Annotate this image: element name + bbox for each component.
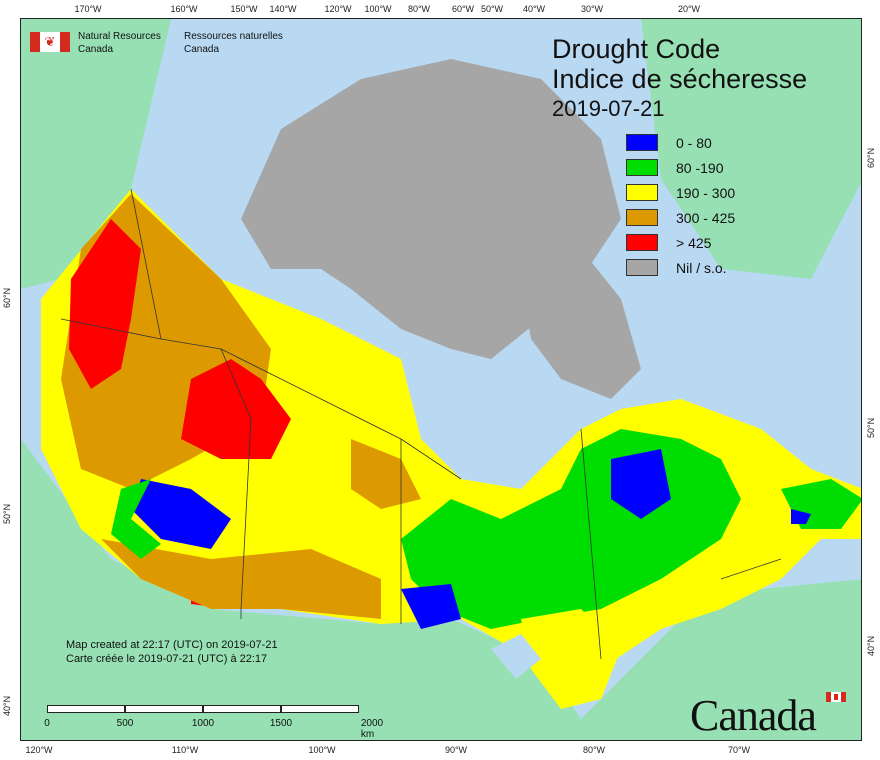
great-lakes [491,634,541,679]
province-borders [60,188,782,660]
legend-swatch [626,159,658,176]
tick-top-6: 100°W [364,4,392,14]
tick-top-9: 50°W [480,4,504,14]
scale-bar: 0 500 1000 1500 2000 km [44,705,383,740]
map-credit: Map created at 22:17 (UTC) on 2019-07-21… [66,638,278,666]
legend-label: 0 - 80 [676,135,712,151]
agency-en-line2: Canada [78,44,114,55]
tick-top-7: 80°W [407,4,431,14]
baffin-island [521,249,641,399]
blue-zone-west [131,479,231,549]
canada-flag-icon: ❦ [30,32,70,52]
legend-label: 190 - 300 [676,185,736,201]
legend-swatch [626,134,658,151]
map-svg [21,19,861,740]
green-zone-west [111,479,161,559]
tick-right-1: 60°N [866,147,876,168]
tick-right-2: 50°N [866,417,876,438]
scale-label: 1500 [269,718,293,729]
tick-left-3: 40°N [2,695,12,716]
agency-fr-line2: Canada [184,44,220,55]
tick-left-2: 50°N [2,503,12,524]
tick-right-3: 40°N [866,635,876,656]
agency-en-line1: Natural Resources [78,31,161,42]
legend-swatch [626,184,658,201]
map-canvas [20,18,862,741]
tick-bottom-3: 100°W [308,745,336,755]
legend-label: > 425 [676,235,712,251]
agency-name-fr: Ressources naturelles Canada [184,30,283,56]
legend-swatch [626,209,658,226]
greenland-land [641,19,861,279]
scale-label: 1000 [191,718,215,729]
tick-top-1: 170°W [74,4,102,14]
scale-label: 0 [44,718,50,729]
tick-top-4: 140°W [269,4,297,14]
legend-label: Nil / s.o. [676,260,727,276]
map-title-en: Drought Code [552,34,721,64]
scale-label: 500 [116,718,134,729]
tick-top-3: 150°W [230,4,258,14]
red-zone-nw [69,219,141,389]
agency-name-en: Natural Resources Canada [78,30,161,56]
blue-zone-newfoundland [791,509,811,524]
legend-swatch [626,234,658,251]
tick-bottom-1: 120°W [25,745,53,755]
tick-top-11: 30°W [580,4,604,14]
scale-segment [281,705,359,713]
legend-label: 300 - 425 [676,210,736,226]
legend-swatch [626,259,658,276]
tick-bottom-4: 90°W [444,745,468,755]
alaska-land [21,19,171,289]
usa-land [21,439,861,740]
prairie-orange [101,539,381,619]
yellow-zone-ontario [521,609,621,709]
tick-top-10: 40°W [522,4,546,14]
blue-zone-quebec [611,449,671,519]
tick-top-8: 60°W [451,4,475,14]
tick-top-2: 160°W [170,4,198,14]
tick-bottom-6: 70°W [727,745,751,755]
credit-fr: Carte créée le 2019-07-21 (UTC) à 22:17 [66,653,268,665]
map-title-fr: Indice de sécheresse [552,64,808,94]
agency-fr-line1: Ressources naturelles [184,31,283,42]
canada-wordmark: Canada [690,691,817,740]
blue-zone-ontario [401,584,461,629]
legend-label: 80 -190 [676,160,724,176]
red-zone-central [181,359,291,459]
tick-top-5: 120°W [324,4,352,14]
orange-nw-territories [351,439,421,509]
credit-en: Map created at 22:17 (UTC) on 2019-07-21 [66,639,278,651]
map-date: 2019-07-21 [552,96,665,121]
scale-segment [125,705,203,713]
scale-label: 2000 km [360,718,384,740]
scale-segment [47,705,125,713]
scale-segment [203,705,281,713]
tick-top-12: 20°W [677,4,701,14]
tick-bottom-5: 80°W [582,745,606,755]
tick-bottom-2: 110°W [171,745,199,755]
tick-left-1: 60°N [2,287,12,308]
wordmark-flag-icon [826,692,846,702]
